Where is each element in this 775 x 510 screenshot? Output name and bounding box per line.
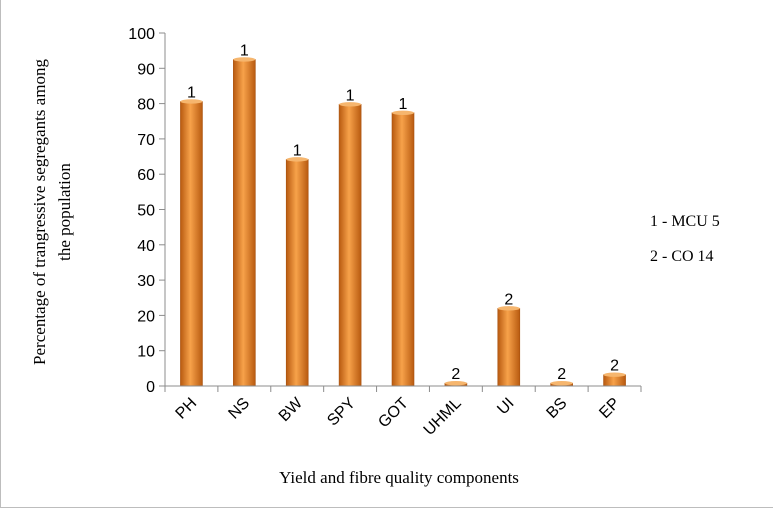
x-tick-label: PH — [173, 395, 201, 423]
y-axis-title-line1: Percentage of trangressive segregants am… — [30, 59, 49, 365]
data-label: 2 — [557, 366, 566, 383]
bar-cap — [603, 372, 626, 377]
y-tick-label: 80 — [137, 97, 155, 114]
bar-cap — [444, 380, 467, 386]
y-axis-ticks: 0 10 20 30 40 50 60 70 80 90 100 — [128, 26, 165, 396]
bar-bw — [285, 159, 309, 387]
data-label: 1 — [399, 96, 408, 113]
y-tick-label: 40 — [137, 238, 155, 255]
x-tick-label: EP — [596, 395, 623, 422]
bar-cap — [497, 306, 520, 311]
x-tick-label: NS — [225, 395, 253, 423]
y-tick-label: 20 — [137, 308, 155, 325]
x-tick-label: UHML — [421, 395, 465, 439]
bar-ph — [180, 101, 203, 387]
bar-cap — [180, 99, 203, 104]
y-tick-label: 0 — [146, 379, 155, 396]
bar-cap — [286, 157, 309, 162]
y-tick-label: 100 — [128, 26, 155, 43]
bar-cap — [233, 57, 256, 62]
x-tick-label: BW — [276, 394, 307, 425]
bar-ui — [497, 308, 521, 387]
bar-spy — [338, 104, 362, 387]
x-axis-title: Yield and fibre quality components — [279, 468, 519, 487]
x-tick-label: GOT — [375, 395, 412, 432]
bar-got — [391, 112, 415, 387]
y-tick-label: 10 — [137, 344, 155, 361]
x-tick-label: UI — [494, 395, 517, 418]
bars-group — [180, 57, 626, 387]
y-tick-label: 30 — [137, 273, 155, 290]
legend-entry-2: 2 - CO 14 — [650, 248, 714, 265]
data-label: 2 — [451, 366, 460, 383]
data-labels: 1 1 1 1 1 2 2 2 2 — [187, 42, 619, 383]
bar-cap — [392, 110, 414, 115]
data-label: 1 — [293, 142, 302, 159]
y-tick-label: 90 — [137, 61, 155, 78]
bar-cap — [339, 102, 362, 107]
data-label: 2 — [610, 358, 619, 375]
axes — [164, 33, 641, 387]
data-label: 1 — [240, 42, 249, 59]
y-tick-label: 60 — [137, 167, 155, 184]
bar-cap — [550, 380, 573, 386]
x-tick-label: SPY — [324, 395, 359, 430]
y-axis-title-line2: the population — [55, 163, 74, 261]
data-label: 1 — [187, 84, 196, 101]
bar-ns — [233, 59, 256, 387]
x-axis-ticks: PH NS BW SPY GOT UHML UI BS EP — [164, 386, 642, 439]
legend-entry-1: 1 - MCU 5 — [650, 213, 720, 230]
data-label: 2 — [504, 291, 513, 308]
data-label: 1 — [346, 87, 355, 104]
x-tick-label: BS — [543, 395, 570, 422]
y-tick-label: 70 — [137, 132, 155, 149]
y-tick-label: 50 — [137, 203, 155, 220]
